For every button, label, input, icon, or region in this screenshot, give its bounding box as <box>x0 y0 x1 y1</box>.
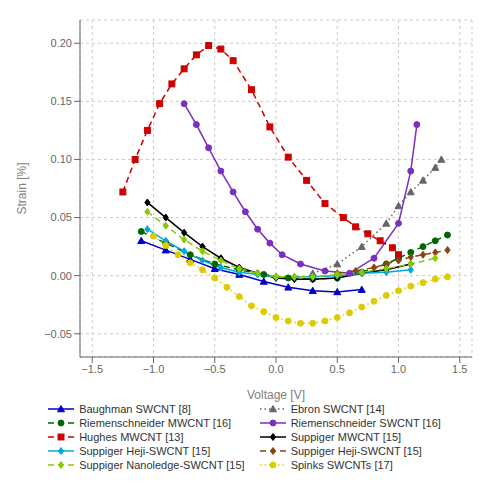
svg-text:−0.05: −0.05 <box>44 328 72 340</box>
html-text:Riemenschneider MWCNT [16]: Riemenschneider MWCNT [16] <box>79 417 232 429</box>
svg-text:0.15: 0.15 <box>51 95 72 107</box>
svg-text:−0.5: −0.5 <box>204 363 226 375</box>
svg-text:0.20: 0.20 <box>51 37 72 49</box>
html-text:Spinks SWCNTs [17]: Spinks SWCNTs [17] <box>290 459 393 471</box>
html-text:Suppiger Heji-SWCNT [15]: Suppiger Heji-SWCNT [15] <box>79 445 211 457</box>
svg-text:0.0: 0.0 <box>268 363 283 375</box>
svg-text:0.10: 0.10 <box>51 153 72 165</box>
svg-text:1.0: 1.0 <box>391 363 406 375</box>
svg-text:1.5: 1.5 <box>452 363 467 375</box>
svg-text:Strain [%]: Strain [%] <box>15 162 29 214</box>
html-text:Baughman SWCNT [8]: Baughman SWCNT [8] <box>79 403 191 415</box>
html-text:Suppiger MWCNT [15]: Suppiger MWCNT [15] <box>290 431 402 443</box>
html-text:Riemenschneider SWCNT [16]: Riemenschneider SWCNT [16] <box>290 417 441 429</box>
svg-text:−1.0: −1.0 <box>143 363 165 375</box>
svg-text:−1.5: −1.5 <box>81 363 103 375</box>
svg-text:0.05: 0.05 <box>51 211 72 223</box>
html-text:Ebron SWCNT [14]: Ebron SWCNT [14] <box>290 403 385 415</box>
svg-text:Voltage [V]: Voltage [V] <box>247 388 305 402</box>
html-text:Suppiger Heji-SWCNT [15]: Suppiger Heji-SWCNT [15] <box>290 445 422 457</box>
svg-text:0.00: 0.00 <box>51 270 72 282</box>
html-text:Hughes MWCNT [13]: Hughes MWCNT [13] <box>79 431 184 443</box>
html-text:Suppiger Nanoledge-SWCNT [15]: Suppiger Nanoledge-SWCNT [15] <box>79 459 245 471</box>
svg-text:0.5: 0.5 <box>330 363 345 375</box>
